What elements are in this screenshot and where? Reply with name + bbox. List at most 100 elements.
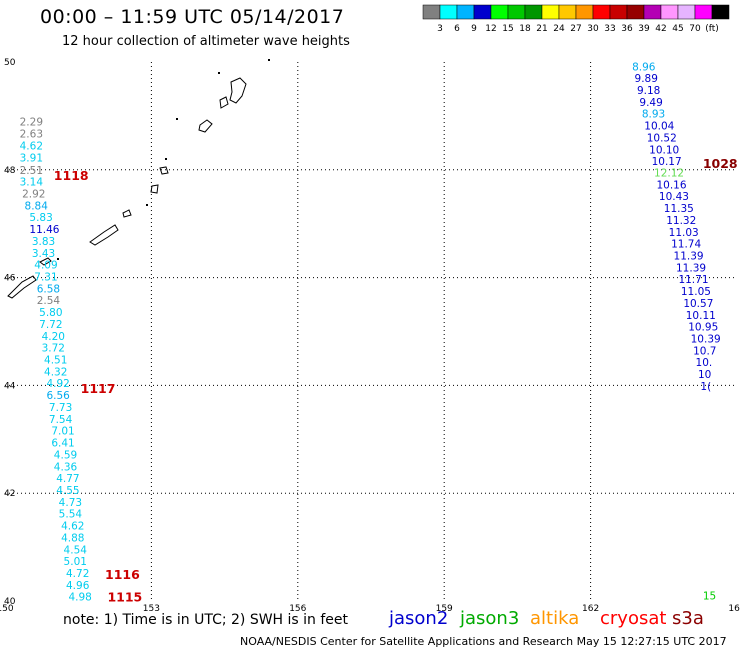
swh-value: 2.54 (37, 295, 61, 307)
swh-value: 10.17 (652, 156, 682, 168)
color-legend: 3 6 9 12 15 18 21 24 27 30 33 36 39 42 45 70 (ft) (422, 4, 730, 34)
colorbar-label: 27 (570, 24, 581, 34)
colorbar-label: 30 (587, 24, 599, 34)
swh-value: 11.35 (664, 203, 694, 215)
swh-value: 11.32 (666, 215, 696, 227)
swh-value: 4.59 (54, 449, 77, 461)
satellite-s3a: s3a (672, 608, 704, 629)
swh-value: 4.72 (66, 568, 89, 580)
satellite-jason2: jason2 (389, 608, 449, 629)
swh-value: 9.49 (639, 97, 662, 109)
colorbar-label: 15 (502, 24, 513, 34)
swh-value: 1( (700, 381, 711, 393)
swh-value: 10.39 (691, 334, 721, 346)
colorbar-swatch (711, 4, 730, 20)
swh-value: 9.18 (637, 85, 660, 97)
swh-value: 7.72 (39, 319, 62, 331)
colorbar-label: 39 (638, 24, 650, 34)
x-tick-label: 156 (289, 604, 306, 614)
footnote: note: 1) Time is in UTC; 2) SWH is in fe… (63, 612, 349, 628)
colorbar-label: 6 (454, 24, 460, 34)
colorbar-label: 70 (689, 24, 701, 34)
swh-value: 9.89 (635, 73, 658, 85)
swh-value: 5.01 (64, 556, 87, 568)
swh-value: 8.96 (632, 61, 656, 73)
colorbar-label: 3 (437, 24, 443, 34)
swh-value: 5.54 (59, 509, 83, 521)
coastline-outline (122, 209, 132, 218)
swh-value: 7.31 (34, 272, 57, 284)
swh-value: 11.46 (29, 224, 59, 236)
swh-value: 5.80 (39, 307, 62, 319)
pass-time-label: 1115 (107, 590, 142, 605)
swh-value: 10.43 (659, 191, 689, 203)
swh-value: 4.62 (61, 521, 84, 533)
coastline-outline (39, 257, 52, 266)
swh-value: 4.36 (54, 461, 78, 473)
coastline-outline (159, 166, 169, 175)
colorbar-label: 21 (536, 24, 547, 34)
x-tick-label: 153 (143, 604, 160, 614)
chart-title: 00:00 – 11:59 UTC 05/14/2017 (40, 6, 345, 28)
swh-value: 10.04 (644, 121, 674, 133)
coastline-outline (198, 119, 213, 133)
swh-value: 10.57 (683, 298, 713, 310)
colorbar-label: 12 (485, 24, 496, 34)
islet-dot (218, 72, 220, 74)
colorbar-label: 33 (604, 24, 615, 34)
colorbar-label: 24 (553, 24, 565, 34)
swh-value: 4.62 (20, 141, 43, 153)
swh-value: 4.09 (34, 260, 57, 272)
pass-time-label: 1117 (81, 381, 116, 396)
islet-dot (165, 158, 167, 160)
islet-dot (268, 59, 270, 61)
colorbar-label: 18 (519, 24, 531, 34)
swh-value: 7.01 (51, 426, 74, 438)
satellite-altika: altika (530, 608, 580, 629)
swh-value: 11.03 (669, 227, 699, 239)
pass-time-label: 1028 (703, 156, 738, 171)
swh-value: 2.51 (20, 165, 43, 177)
pass-time-label: 1116 (105, 567, 140, 582)
swh-value: 4.20 (42, 331, 65, 343)
swh-value: 4.55 (56, 485, 79, 497)
pass-time-label: 1118 (54, 168, 89, 183)
chart-subtitle: 12 hour collection of altimeter wave hei… (62, 34, 350, 49)
coastline (7, 59, 270, 299)
swh-value: 2.29 (20, 116, 43, 128)
swh-value: 3.72 (42, 343, 65, 355)
colorbar-label: 45 (672, 24, 683, 34)
swh-value: 11.05 (681, 286, 711, 298)
lat-lon-grid (5, 62, 737, 601)
swh-value: 6.58 (37, 283, 60, 295)
islet-dot (176, 118, 178, 120)
swh-value: 6.56 (46, 390, 70, 402)
swh-value: 10.95 (688, 322, 718, 334)
swh-value: 4.98 (68, 592, 91, 604)
coastline-outline (89, 224, 119, 246)
swh-value: 10.52 (647, 132, 677, 144)
coastline-outline (229, 77, 247, 104)
swh-value: 6.41 (51, 438, 74, 450)
swh-value: 2.92 (22, 189, 45, 201)
swh-value: 10.7 (693, 345, 716, 357)
y-tick-label: 48 (4, 166, 16, 176)
swh-value: 11.74 (671, 239, 701, 251)
swh-value: 3.14 (20, 177, 44, 189)
colorbar-label: 36 (621, 24, 633, 34)
axis-labels: 150 153 156 159 162 165 40 42 44 46 48 50 (0, 58, 740, 614)
swh-value: 15 (703, 591, 716, 603)
coastline-outline (7, 275, 37, 299)
swh-value: 10.10 (649, 144, 679, 156)
swh-value: 4.92 (46, 378, 69, 390)
x-tick-label: 150 (0, 604, 14, 614)
swh-value: 4.96 (66, 580, 90, 592)
swh-value: 4.77 (56, 473, 79, 485)
swh-value: 4.54 (64, 544, 88, 556)
swh-value: 7.54 (49, 414, 73, 426)
swh-value: 10.16 (656, 179, 686, 191)
islet-dot (146, 204, 148, 206)
swh-value: 11.39 (676, 262, 706, 274)
credit-line: NOAA/NESDIS Center for Satellite Applica… (240, 635, 727, 648)
